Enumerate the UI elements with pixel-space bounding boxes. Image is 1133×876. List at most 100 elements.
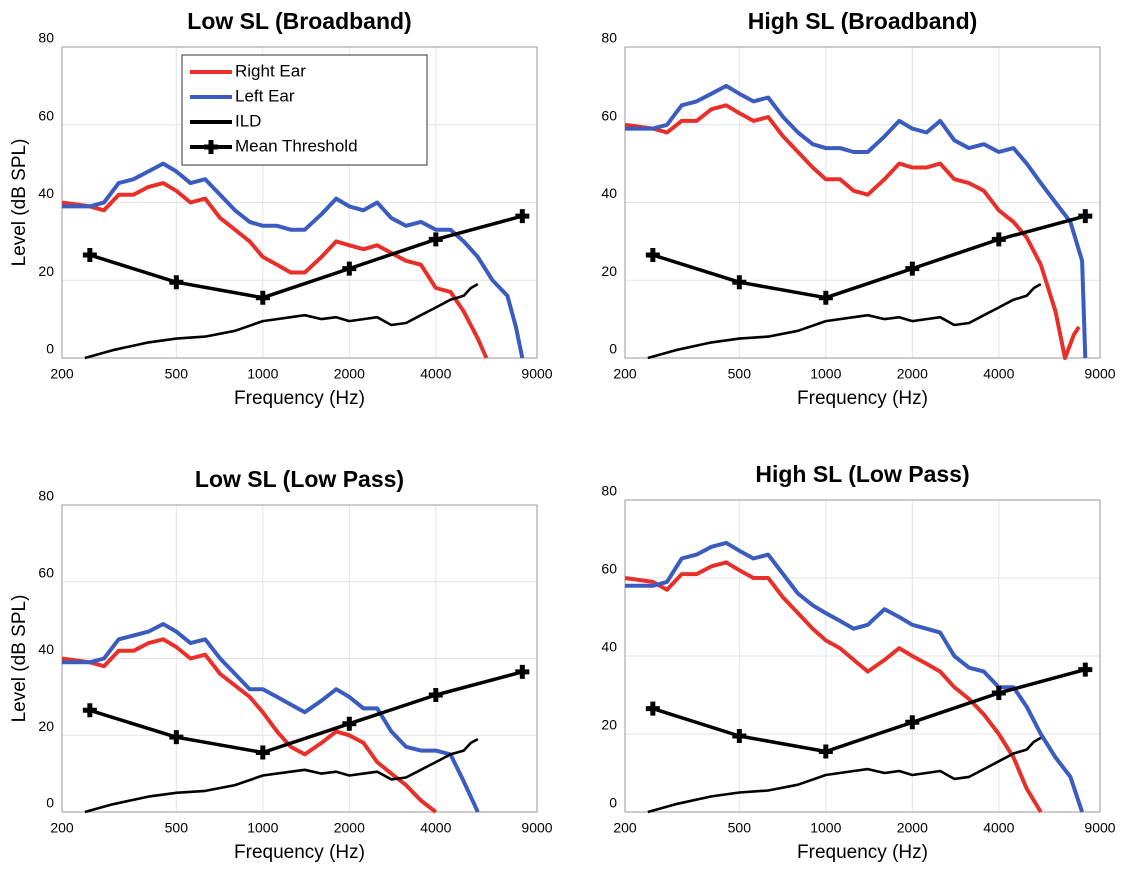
y-tick-label: 20 xyxy=(38,718,54,734)
series-line xyxy=(625,540,1084,813)
x-tick-label: 4000 xyxy=(983,820,1014,836)
y-axis-label: Level (dB SPL) xyxy=(9,595,30,723)
series-line xyxy=(61,637,438,814)
y-tick-label: 60 xyxy=(38,107,54,123)
threshold-marker xyxy=(515,664,530,679)
chart-title: High SL (Low Pass) xyxy=(755,461,969,487)
x-tick-label: 500 xyxy=(728,820,752,836)
x-tick-label: 4000 xyxy=(420,366,451,382)
series-line xyxy=(62,161,525,359)
threshold-marker xyxy=(991,232,1006,247)
series-line xyxy=(624,560,1043,814)
series-line xyxy=(89,214,523,300)
threshold-marker xyxy=(645,247,660,262)
legend-label: Mean Threshold xyxy=(235,136,358,155)
legend-label: Left Ear xyxy=(235,86,295,105)
x-tick-label: 1000 xyxy=(810,366,841,382)
y-tick-label: 80 xyxy=(601,30,617,46)
x-axis-label: Frequency (Hz) xyxy=(234,842,365,863)
chart-title: High SL (Broadband) xyxy=(748,8,978,34)
x-tick-label: 200 xyxy=(613,366,637,382)
chart-title: Low SL (Broadband) xyxy=(187,8,411,34)
threshold-marker xyxy=(645,701,660,716)
x-tick-label: 500 xyxy=(165,820,189,836)
threshold-marker xyxy=(169,275,184,290)
x-tick-label: 1000 xyxy=(247,366,278,382)
threshold-marker xyxy=(255,290,270,305)
series-line xyxy=(647,282,1042,360)
threshold-marker xyxy=(905,261,920,276)
series-line xyxy=(625,83,1088,359)
y-axis-label: Level (dB SPL) xyxy=(9,139,30,267)
x-tick-label: 9000 xyxy=(1084,366,1115,382)
x-tick-label: 2000 xyxy=(334,820,365,836)
x-axis-label: Frequency (Hz) xyxy=(234,388,365,409)
x-tick-label: 1000 xyxy=(247,820,278,836)
y-tick-label: 0 xyxy=(46,341,54,357)
series-line xyxy=(89,670,523,755)
x-tick-label: 1000 xyxy=(810,820,841,836)
x-tick-label: 500 xyxy=(728,366,752,382)
y-tick-label: 40 xyxy=(601,185,617,201)
threshold-marker xyxy=(82,247,97,262)
y-tick-label: 60 xyxy=(601,561,617,577)
chart-title: Low SL (Low Pass) xyxy=(195,466,404,492)
series-line xyxy=(84,282,479,360)
y-tick-label: 40 xyxy=(601,639,617,655)
threshold-marker xyxy=(255,745,270,760)
threshold-marker xyxy=(515,209,530,224)
threshold-marker xyxy=(732,275,747,290)
x-axis-label: Frequency (Hz) xyxy=(797,388,928,409)
y-tick-label: 80 xyxy=(601,483,617,499)
series-line xyxy=(647,736,1042,814)
threshold-marker xyxy=(818,744,833,759)
x-tick-label: 200 xyxy=(613,820,637,836)
threshold-marker xyxy=(342,716,357,731)
x-tick-label: 9000 xyxy=(521,366,552,382)
y-tick-label: 80 xyxy=(38,30,54,46)
x-tick-label: 500 xyxy=(165,366,189,382)
threshold-marker xyxy=(428,232,443,247)
plot-frame xyxy=(624,46,1101,359)
series-line xyxy=(61,181,489,359)
y-tick-label: 20 xyxy=(601,717,617,733)
plot-frame xyxy=(624,499,1101,813)
threshold-marker xyxy=(169,730,184,745)
y-tick-label: 60 xyxy=(38,564,54,580)
y-tick-label: 40 xyxy=(38,185,54,201)
threshold-marker xyxy=(991,686,1006,701)
x-tick-label: 2000 xyxy=(897,366,928,382)
x-tick-label: 2000 xyxy=(897,820,928,836)
x-tick-label: 200 xyxy=(50,820,74,836)
y-tick-label: 0 xyxy=(609,795,617,811)
x-tick-label: 200 xyxy=(50,366,74,382)
legend-marker xyxy=(204,140,218,154)
series-line xyxy=(652,667,1086,754)
y-tick-label: 20 xyxy=(38,263,54,279)
x-tick-label: 4000 xyxy=(983,366,1014,382)
threshold-marker xyxy=(1078,209,1093,224)
series-line xyxy=(62,622,480,813)
x-axis-label: Frequency (Hz) xyxy=(797,842,928,863)
threshold-marker xyxy=(732,728,747,743)
y-tick-label: 0 xyxy=(46,795,54,811)
threshold-marker xyxy=(82,703,97,718)
threshold-marker xyxy=(428,687,443,702)
series-line xyxy=(652,214,1086,300)
x-tick-label: 4000 xyxy=(420,820,451,836)
legend-label: ILD xyxy=(235,111,261,130)
x-tick-label: 9000 xyxy=(521,820,552,836)
threshold-marker xyxy=(905,715,920,730)
y-tick-label: 40 xyxy=(38,641,54,657)
series-line xyxy=(84,737,479,814)
x-tick-label: 9000 xyxy=(1084,820,1115,836)
y-tick-label: 80 xyxy=(38,488,54,504)
y-tick-label: 20 xyxy=(601,263,617,279)
x-tick-label: 2000 xyxy=(334,366,365,382)
threshold-marker xyxy=(1078,662,1093,677)
legend-label: Right Ear xyxy=(235,61,306,80)
threshold-marker xyxy=(342,261,357,276)
y-tick-label: 60 xyxy=(601,107,617,123)
threshold-marker xyxy=(818,290,833,305)
